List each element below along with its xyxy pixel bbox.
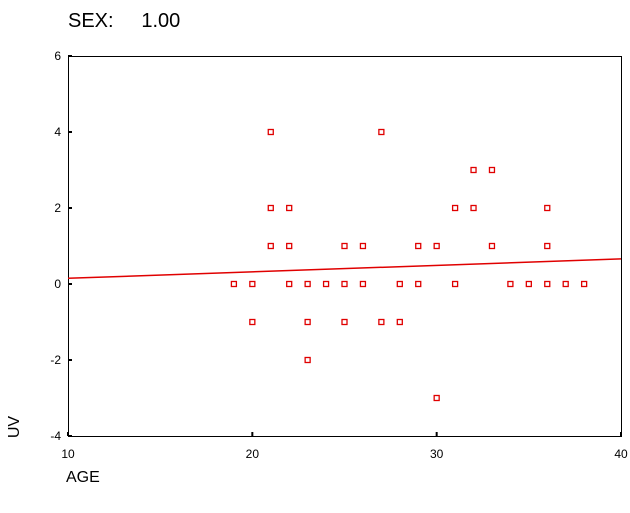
y-tick-label: 4 — [54, 125, 61, 139]
data-point — [249, 280, 256, 288]
data-point — [378, 128, 385, 136]
y-tick-label: 6 — [54, 49, 61, 63]
data-point — [359, 280, 367, 288]
data-point — [304, 356, 311, 364]
data-point — [267, 204, 274, 212]
data-point — [415, 280, 422, 288]
data-point — [286, 204, 293, 212]
data-point — [304, 280, 311, 288]
data-point — [470, 166, 477, 174]
data-point — [378, 318, 385, 326]
data-point — [451, 280, 459, 288]
data-point — [470, 204, 477, 212]
data-point — [359, 242, 367, 250]
plot-frame — [68, 56, 622, 437]
data-point — [396, 318, 403, 326]
data-point — [322, 280, 330, 288]
y-tick-label: -2 — [50, 353, 61, 367]
data-point — [488, 166, 496, 174]
data-points — [230, 128, 588, 402]
data-point — [562, 280, 569, 288]
data-point — [451, 204, 459, 212]
regression-line — [67, 258, 622, 280]
data-point — [341, 242, 348, 250]
data-point — [341, 318, 348, 326]
y-axis-ticks: -4 -2 0 2 4 6 — [50, 49, 72, 443]
data-point — [544, 204, 551, 212]
chart-title: SEX: 1.00 — [68, 10, 181, 32]
data-point — [341, 280, 348, 288]
x-axis-label: AGE — [66, 469, 100, 486]
data-point — [304, 318, 311, 326]
y-tick-label: 2 — [54, 201, 61, 215]
data-point — [433, 394, 440, 402]
data-point — [286, 242, 293, 250]
data-point — [267, 242, 274, 250]
x-tick-label: 40 — [614, 447, 628, 461]
data-point — [488, 242, 496, 250]
data-point — [415, 242, 422, 250]
y-tick-label: 0 — [54, 277, 61, 291]
x-tick-label: 10 — [61, 447, 75, 461]
data-point — [525, 280, 532, 288]
data-point — [230, 280, 238, 288]
data-point — [249, 318, 256, 326]
y-tick-label: -4 — [50, 429, 61, 443]
data-point — [544, 280, 551, 288]
x-tick-label: 20 — [246, 447, 260, 461]
data-point — [396, 280, 403, 288]
x-axis-ticks: 10 20 30 40 — [61, 432, 628, 461]
data-point — [433, 242, 440, 250]
data-point — [507, 280, 514, 288]
data-point — [267, 128, 274, 136]
data-point — [580, 280, 588, 288]
data-point — [286, 280, 293, 288]
data-point — [544, 242, 551, 250]
x-tick-label: 30 — [430, 447, 444, 461]
